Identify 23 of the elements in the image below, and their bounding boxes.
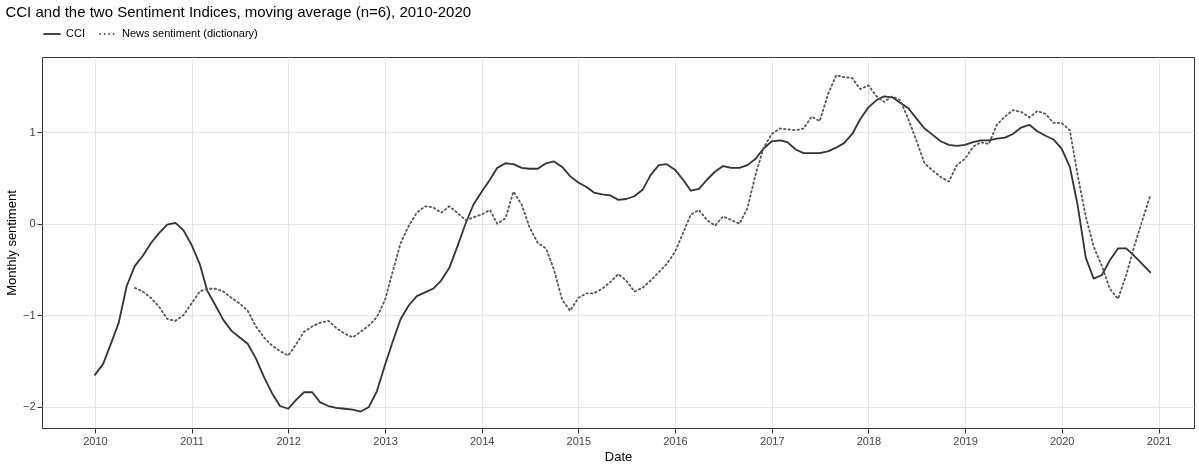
y-tick-label: 1 xyxy=(29,125,36,138)
x-tick-label: 2016 xyxy=(663,434,688,447)
x-tick-label: 2013 xyxy=(373,434,398,447)
y-tick-label: −2 xyxy=(22,400,36,413)
x-tick-label: 2020 xyxy=(1049,434,1075,447)
line-series xyxy=(94,95,1152,413)
x-tick-label: 2019 xyxy=(953,434,978,447)
y-tick-label: −1 xyxy=(22,308,36,321)
line-series xyxy=(134,74,1152,357)
chart-title: CCI and the two Sentiment Indices, moving average (n=6), 2010-2020 xyxy=(5,3,472,20)
x-tick-label: 2011 xyxy=(180,434,204,447)
legend-label: News sentiment (dictionary) xyxy=(122,27,258,39)
x-tick-label: 2021 xyxy=(1146,434,1172,447)
x-tick-label: 2018 xyxy=(856,434,882,447)
x-axis-title: Date xyxy=(604,448,633,464)
y-axis-title: Monthly sentiment xyxy=(3,189,19,296)
legend-label: CCI xyxy=(66,27,85,39)
x-tick-label: 2015 xyxy=(566,434,592,447)
x-tick-label: 2010 xyxy=(83,434,108,447)
y-tick-label: 0 xyxy=(29,217,36,230)
x-tick-label: 2017 xyxy=(760,434,785,447)
x-tick-label: 2014 xyxy=(469,434,495,447)
x-tick-label: 2012 xyxy=(276,434,301,447)
